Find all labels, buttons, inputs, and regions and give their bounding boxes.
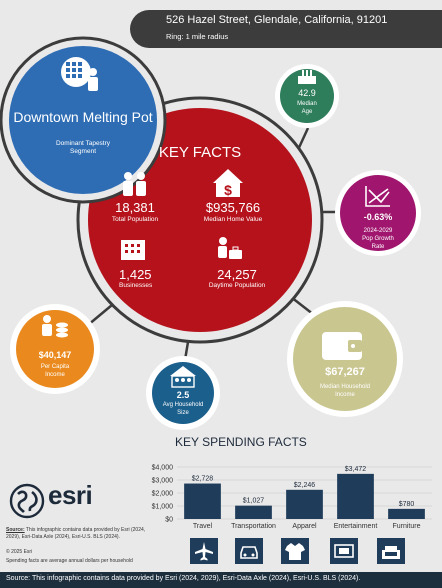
- bar-value-label: $3,472: [345, 466, 367, 473]
- bar-entertainment: [337, 473, 374, 519]
- median-age-value: 42.9: [298, 88, 316, 98]
- footer-bar: Source: This infographic contains data p…: [0, 572, 442, 588]
- category-label: Travel: [193, 523, 213, 530]
- shirt-icon: [285, 543, 305, 560]
- category-label: Transportation: [231, 523, 276, 530]
- pop-growth-value: -0.63%: [363, 212, 393, 222]
- household-size-circle: [152, 362, 214, 424]
- businesses-value: 1,425: [119, 267, 152, 282]
- esri-wordmark: esri: [48, 480, 93, 510]
- car-icon-tile: [235, 538, 263, 564]
- armchair-icon: [382, 546, 400, 559]
- wallet-icon: [322, 332, 362, 360]
- y-tick-label: $4,000: [152, 465, 174, 472]
- trend-chart-icon: [365, 186, 390, 207]
- armchair-icon-tile: [377, 538, 405, 564]
- bar-value-label: $2,246: [294, 482, 316, 489]
- ticket-icon: [334, 544, 354, 558]
- family-icon: [170, 366, 196, 388]
- bar-apparel: [286, 489, 323, 519]
- header-bar: [0, 10, 442, 48]
- median-home-value-label: Median Home Value: [203, 216, 263, 223]
- total-population-label: Total Population: [111, 216, 159, 223]
- bar-value-label: $2,728: [192, 476, 214, 483]
- businesses-label: Businesses: [119, 282, 153, 289]
- footer-source-text: Source: This infographic contains data p…: [6, 575, 361, 582]
- per-capita-label-line2: Income: [45, 372, 65, 378]
- y-tick-label: $3,000: [152, 478, 174, 485]
- people-icon: [123, 172, 146, 196]
- bar-value-label: $780: [399, 501, 415, 508]
- median-age-label-line1: Median: [297, 101, 317, 107]
- ring-text: Ring: 1 mile radius: [166, 32, 229, 41]
- per-capita-value: $40,147: [38, 350, 72, 360]
- y-tick-label: $0: [165, 517, 173, 524]
- car-icon: [240, 546, 258, 559]
- tapestry-circle: [9, 46, 157, 194]
- pop-growth-label-line3: Rate: [371, 244, 385, 250]
- daytime-population-value: 24,257: [217, 267, 257, 282]
- daytime-population-label: Daytime Population: [208, 282, 266, 289]
- bar-value-label: $1,027: [243, 498, 265, 505]
- ticket-icon-tile: [330, 538, 358, 564]
- tapestry-title: Downtown Melting Pot: [13, 109, 153, 125]
- shirt-icon-tile: [281, 538, 309, 564]
- source-text: This infographic contains data provided …: [6, 527, 146, 540]
- bar-transportation: [235, 505, 272, 519]
- category-label: Apparel: [292, 523, 317, 530]
- worker-briefcase-icon: [218, 237, 242, 259]
- spending-chart-title: KEY SPENDING FACTS: [175, 435, 307, 449]
- cake-icon: [298, 70, 316, 84]
- median-home-value-value: $935,766: [205, 200, 261, 215]
- median-age-circle: [280, 69, 334, 123]
- airplane-icon: [195, 542, 213, 561]
- per-capita-circle: [16, 310, 94, 388]
- category-label: Entertainment: [334, 523, 378, 530]
- pop-growth-label-line2: Pop Growth: [362, 236, 394, 242]
- household-size-value: 2.5: [176, 390, 190, 400]
- tapestry-subtitle-line1: Dominant Tapestry: [55, 140, 111, 147]
- office-building-icon: [121, 240, 145, 260]
- source-note: Source: This infographic contains data p…: [6, 527, 146, 540]
- spending-bar-chart: $0 $1,000 $2,000 $3,000 $4,000 $2,728 Travel $1…: [152, 465, 432, 530]
- header-background: [130, 10, 442, 48]
- copyright-text: © 2025 Esri: [6, 549, 33, 555]
- per-capita-label-line1: Per Capita: [40, 364, 70, 370]
- house-dollar-icon: $: [213, 169, 243, 198]
- airplane-icon-tile: [190, 538, 218, 564]
- building-person-icon: [61, 57, 98, 91]
- total-population-value: 18,381: [115, 200, 155, 215]
- address-text: 526 Hazel Street, Glendale, California, …: [166, 14, 388, 26]
- median-age-label-line2: Age: [301, 109, 313, 115]
- pop-growth-label-line1: 2024-2029: [363, 228, 393, 234]
- y-tick-label: $2,000: [152, 491, 174, 498]
- household-size-label-line2: Size: [177, 410, 189, 416]
- category-label: Furniture: [392, 523, 420, 530]
- y-tick-label: $1,000: [152, 504, 174, 511]
- svg-text:$: $: [224, 182, 232, 198]
- household-income-label-line1: Median Household: [319, 384, 371, 390]
- esri-globe-icon: [9, 483, 45, 519]
- household-income-label-line2: Income: [335, 392, 355, 398]
- key-facts-title: KEY FACTS: [158, 144, 242, 161]
- household-income-value: $67,267: [325, 366, 365, 378]
- spending-note: Spending facts are average annual dollar…: [6, 558, 133, 564]
- tapestry-subtitle-line2: Segment: [69, 148, 97, 155]
- bar-furniture: [388, 508, 425, 519]
- coins-person-icon: [42, 315, 68, 338]
- bar-travel: [184, 483, 221, 519]
- pop-growth-circle: [340, 175, 416, 251]
- household-size-label-line1: Avg Household: [162, 402, 204, 408]
- source-label: Source:: [6, 527, 25, 533]
